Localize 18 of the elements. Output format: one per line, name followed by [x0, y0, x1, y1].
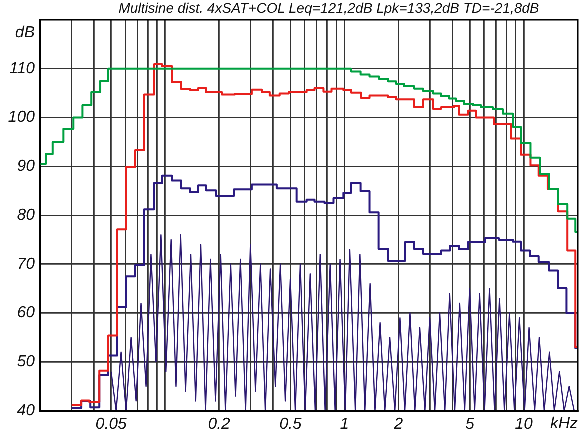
y-tick-label: 60 — [17, 304, 36, 322]
x-tick-label: 0.05 — [96, 416, 128, 432]
x-tick-label: 1 — [340, 416, 350, 432]
x-tick-label: 10 — [515, 416, 534, 432]
y-tick-label: 80 — [17, 206, 36, 224]
y-tick-label: 50 — [17, 354, 36, 371]
x-tick-label: 2 — [393, 416, 404, 432]
chart-title: Multisine dist. 4xSAT+COL Leq=121,2dB Lpk=133,2dB TD=-21,8dB — [118, 0, 540, 16]
y-tick-label: 40 — [17, 402, 36, 420]
y-tick-label: 100 — [8, 109, 36, 126]
x-tick-label: 5 — [466, 416, 475, 432]
x-tick-label: 0.2 — [208, 416, 231, 432]
y-tick-label: 110 — [9, 60, 36, 78]
y-axis-title: dB — [15, 24, 36, 42]
x-tick-label: 0.5 — [280, 416, 302, 432]
x-axis-title: kHz — [550, 415, 578, 432]
y-tick-label: 90 — [17, 158, 36, 176]
y-tick-label: 70 — [17, 256, 36, 273]
